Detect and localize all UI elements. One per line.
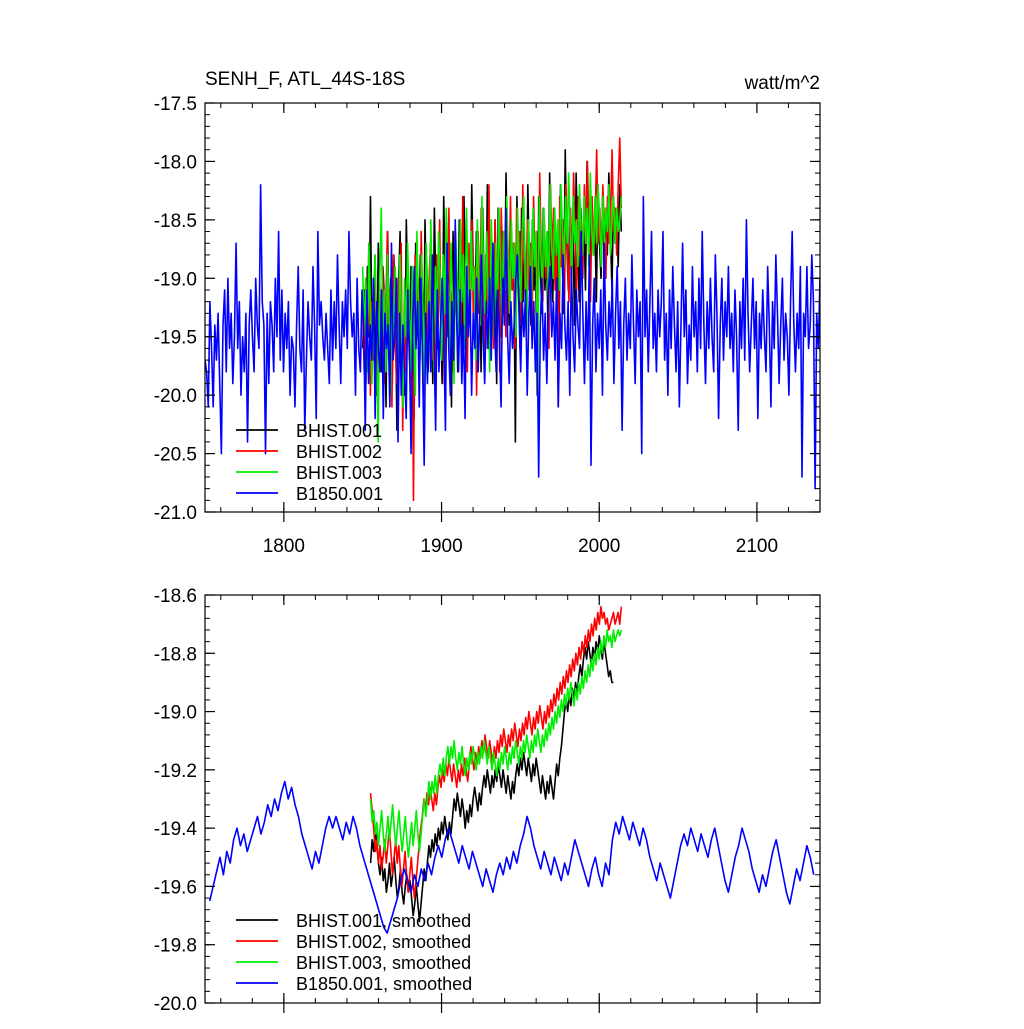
x-tick-label: 1900 [420, 536, 462, 557]
series-line-1 [369, 605, 623, 899]
legend-label: B1850.001, smoothed [296, 974, 472, 994]
x-tick-label: 1800 [263, 536, 305, 557]
legend-label: B1850.001 [296, 484, 383, 504]
y-tick-label: -18.5 [154, 211, 197, 232]
y-tick-label: -19.6 [154, 877, 197, 898]
legend-label: BHIST.002, smoothed [296, 932, 471, 952]
y-tick-label: -19.8 [154, 936, 197, 957]
legend-label: BHIST.003 [296, 463, 382, 483]
y-tick-label: -20.0 [154, 994, 197, 1015]
y-tick-label: -18.6 [154, 586, 197, 607]
x-tick-label: 2000 [578, 536, 620, 557]
y-tick-label: -17.5 [154, 94, 197, 115]
y-tick-label: -20.5 [154, 445, 197, 466]
legend-label: BHIST.001 [296, 421, 382, 441]
y-tick-label: -19.0 [154, 269, 197, 290]
y-tick-label: -18.8 [154, 644, 197, 665]
x-tick-label: 2100 [736, 536, 778, 557]
y-tick-label: -19.4 [154, 819, 198, 840]
chart-title: SENH_F, ATL_44S-18S [205, 69, 405, 90]
y-tick-label: -18.0 [154, 152, 197, 173]
legend-label: BHIST.003, smoothed [296, 953, 471, 973]
legend-label: BHIST.002 [296, 442, 382, 462]
series-line-2 [369, 629, 623, 859]
panel-bottom: -18.6 -18.8 -19.0 -19.2 -19.4 -19.6 -19.8 -20.0… [154, 586, 821, 1015]
y-tick-label: -21.0 [154, 503, 197, 524]
series-line-3 [208, 780, 815, 934]
plot-frame [204, 102, 821, 513]
y-tick-label: -19.2 [154, 761, 197, 782]
legend-label: BHIST.001, smoothed [296, 911, 471, 931]
y-tick-label: -19.0 [154, 703, 197, 724]
series-line-3 [205, 184, 820, 490]
y-tick-label: -19.5 [154, 328, 197, 349]
units-label: watt/m^2 [744, 73, 820, 94]
plot-frame [204, 594, 821, 1004]
panel-top: -17.5 -18.0 -18.5 -19.0 -19.5 -20.0 -20.5 -21.0… [154, 69, 821, 557]
y-tick-label: -20.0 [154, 386, 197, 407]
